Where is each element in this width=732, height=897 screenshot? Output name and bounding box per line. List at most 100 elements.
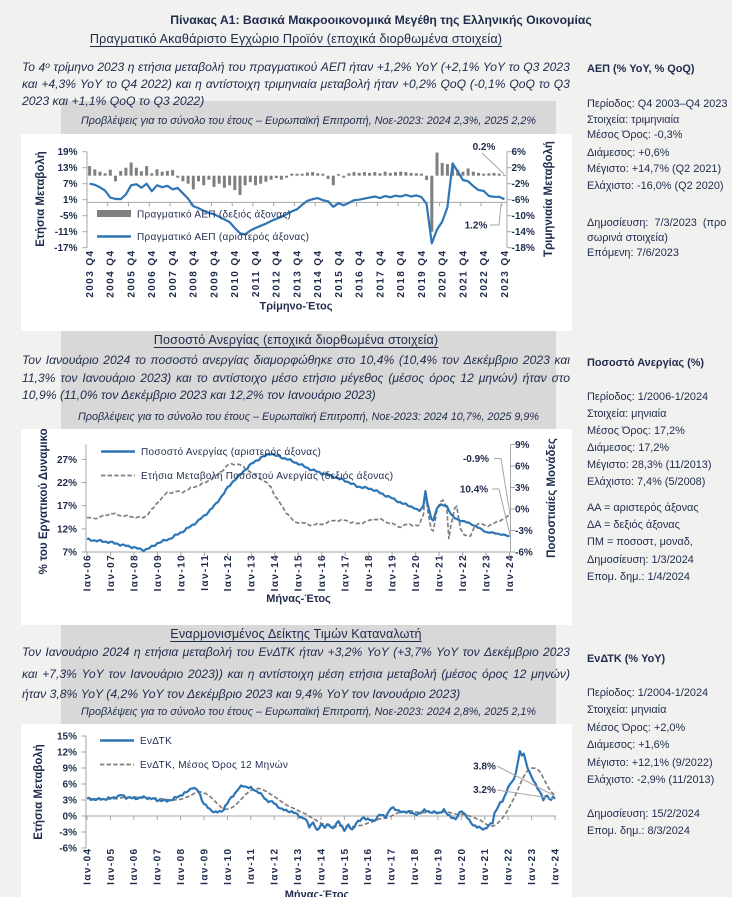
svg-text:22%: 22% bbox=[57, 478, 77, 489]
svg-text:Ιαν-24: Ιαν-24 bbox=[505, 554, 516, 591]
svg-text:Ιαν-22: Ιαν-22 bbox=[504, 848, 515, 885]
svg-text:2020 Q4: 2020 Q4 bbox=[438, 249, 449, 297]
svg-text:2014 Q4: 2014 Q4 bbox=[313, 250, 324, 298]
svg-text:Ιαν-16: Ιαν-16 bbox=[363, 848, 374, 885]
svg-text:10.4%: 10.4% bbox=[460, 485, 488, 496]
svg-text:2019 Q4: 2019 Q4 bbox=[417, 250, 428, 298]
svg-text:2003 Q4: 2003 Q4 bbox=[85, 249, 96, 297]
svg-text:2005 Q4: 2005 Q4 bbox=[126, 249, 137, 297]
svg-text:6%: 6% bbox=[515, 462, 530, 473]
svg-text:Ιαν-14: Ιαν-14 bbox=[270, 554, 281, 591]
svg-text:7%: 7% bbox=[63, 179, 78, 190]
svg-text:Μήνας-Έτος: Μήνας-Έτος bbox=[285, 889, 350, 897]
svg-text:12%: 12% bbox=[57, 748, 77, 759]
svg-text:2009 Q4: 2009 Q4 bbox=[209, 250, 220, 298]
svg-text:Ιαν-16: Ιαν-16 bbox=[317, 554, 328, 591]
svg-text:Ιαν-20: Ιαν-20 bbox=[457, 848, 468, 885]
svg-text:-0.9%: -0.9% bbox=[463, 454, 489, 465]
svg-text:2004 Q4: 2004 Q4 bbox=[106, 250, 117, 298]
svg-text:9%: 9% bbox=[515, 440, 530, 451]
svg-text:17%: 17% bbox=[57, 501, 77, 512]
svg-text:Ποσοστό Ανεργίας (αριστερός άξ: Ποσοστό Ανεργίας (αριστερός άξονας) bbox=[141, 446, 321, 458]
svg-text:2013 Q4: 2013 Q4 bbox=[292, 250, 303, 298]
svg-text:Ιαν-12: Ιαν-12 bbox=[270, 847, 281, 884]
svg-text:Ιαν-19: Ιαν-19 bbox=[388, 554, 399, 591]
svg-text:6%: 6% bbox=[63, 780, 78, 791]
svg-text:2022 Q4: 2022 Q4 bbox=[479, 249, 490, 297]
svg-text:Ιαν-10: Ιαν-10 bbox=[176, 554, 187, 591]
svg-text:-14%: -14% bbox=[512, 227, 535, 238]
svg-text:Ιαν-06: Ιαν-06 bbox=[82, 554, 93, 591]
svg-text:13%: 13% bbox=[57, 163, 77, 174]
svg-text:% του Εργατικού Δυναμικού: % του Εργατικού Δυναμικού bbox=[38, 429, 50, 574]
svg-text:2021 Q4: 2021 Q4 bbox=[458, 250, 469, 298]
svg-text:-2%: -2% bbox=[512, 179, 530, 190]
svg-text:6%: 6% bbox=[512, 147, 527, 158]
svg-text:Ιαν-24: Ιαν-24 bbox=[550, 848, 561, 885]
svg-text:Ιαν-18: Ιαν-18 bbox=[364, 554, 375, 591]
svg-text:9%: 9% bbox=[63, 764, 78, 775]
svg-text:2017 Q4: 2017 Q4 bbox=[375, 249, 386, 297]
svg-text:3%: 3% bbox=[63, 796, 78, 807]
svg-text:19%: 19% bbox=[57, 147, 77, 158]
svg-text:2018 Q4: 2018 Q4 bbox=[396, 250, 407, 298]
svg-text:1.2%: 1.2% bbox=[465, 221, 488, 232]
svg-text:-11%: -11% bbox=[55, 227, 78, 238]
svg-text:2006 Q4: 2006 Q4 bbox=[147, 250, 158, 298]
svg-text:Ιαν-05: Ιαν-05 bbox=[106, 847, 117, 884]
svg-text:0%: 0% bbox=[515, 505, 530, 516]
svg-text:Ιαν-13: Ιαν-13 bbox=[247, 554, 258, 591]
svg-text:Ιαν-17: Ιαν-17 bbox=[387, 848, 398, 885]
svg-text:Ιαν-11: Ιαν-11 bbox=[246, 847, 257, 884]
svg-text:-10%: -10% bbox=[512, 211, 535, 222]
svg-text:7%: 7% bbox=[63, 548, 78, 559]
svg-text:2008 Q4: 2008 Q4 bbox=[189, 249, 200, 297]
svg-text:Ιαν-09: Ιαν-09 bbox=[199, 847, 210, 884]
svg-text:-5%: -5% bbox=[60, 211, 78, 222]
svg-text:2012 Q4: 2012 Q4 bbox=[272, 249, 283, 297]
svg-text:Ετήσια Μεταβολή: Ετήσια Μεταβολή bbox=[33, 744, 45, 840]
svg-text:2%: 2% bbox=[512, 163, 527, 174]
svg-text:-6%: -6% bbox=[512, 195, 530, 206]
svg-text:0%: 0% bbox=[63, 812, 78, 823]
svg-text:Ιαν-23: Ιαν-23 bbox=[481, 554, 492, 591]
svg-text:Ιαν-04: Ιαν-04 bbox=[82, 847, 93, 884]
svg-text:-6%: -6% bbox=[59, 844, 77, 855]
svg-text:3.2%: 3.2% bbox=[473, 785, 496, 796]
svg-text:2011 Q4: 2011 Q4 bbox=[251, 250, 262, 298]
svg-text:Μήνας-Έτος: Μήνας-Έτος bbox=[266, 593, 331, 605]
svg-text:ΕνΔΤΚ, Μέσος Όρος 12 Μηνών: ΕνΔΤΚ, Μέσος Όρος 12 Μηνών bbox=[140, 759, 288, 771]
svg-text:-3%: -3% bbox=[515, 526, 533, 537]
svg-text:Ιαν-17: Ιαν-17 bbox=[341, 554, 352, 591]
svg-text:0.2%: 0.2% bbox=[473, 142, 496, 153]
svg-text:Πραγματικό ΑΕΠ (αριστερός άξον: Πραγματικό ΑΕΠ (αριστερός άξονας) bbox=[137, 231, 309, 243]
svg-text:Πραγματικό ΑΕΠ (δεξιός άξονας): Πραγματικό ΑΕΠ (δεξιός άξονας) bbox=[137, 209, 291, 221]
svg-text:Ιαν-23: Ιαν-23 bbox=[527, 848, 538, 885]
svg-text:Ιαν-10: Ιαν-10 bbox=[223, 847, 234, 884]
svg-text:2016 Q4: 2016 Q4 bbox=[355, 250, 366, 298]
svg-text:Ιαν-08: Ιαν-08 bbox=[176, 847, 187, 884]
svg-text:Ετήσια Μεταβολή Ποσοστού Ανεργ: Ετήσια Μεταβολή Ποσοστού Ανεργίας (δεξιό… bbox=[141, 470, 393, 482]
svg-text:Τρίμηνο-Έτος: Τρίμηνο-Έτος bbox=[260, 301, 333, 313]
svg-text:2007 Q4: 2007 Q4 bbox=[168, 249, 179, 297]
svg-text:3%: 3% bbox=[515, 483, 530, 494]
svg-text:-6%: -6% bbox=[515, 548, 533, 559]
svg-text:Ιαν-21: Ιαν-21 bbox=[480, 848, 491, 885]
svg-text:-17%: -17% bbox=[54, 243, 77, 254]
svg-text:ΕνΔΤΚ: ΕνΔΤΚ bbox=[140, 736, 172, 747]
svg-text:Ιαν-09: Ιαν-09 bbox=[153, 554, 164, 591]
svg-text:Ιαν-07: Ιαν-07 bbox=[106, 554, 117, 591]
svg-text:1%: 1% bbox=[63, 195, 78, 206]
svg-text:12%: 12% bbox=[57, 524, 77, 535]
svg-text:2015 Q4: 2015 Q4 bbox=[334, 249, 345, 297]
svg-text:Ιαν-06: Ιαν-06 bbox=[129, 847, 140, 884]
svg-text:Ιαν-07: Ιαν-07 bbox=[153, 847, 164, 884]
svg-text:15%: 15% bbox=[57, 732, 77, 743]
svg-text:-18%: -18% bbox=[512, 243, 535, 254]
svg-text:-3%: -3% bbox=[59, 828, 77, 839]
svg-text:Ιαν-22: Ιαν-22 bbox=[458, 554, 469, 591]
svg-text:Ιαν-11: Ιαν-11 bbox=[200, 554, 211, 591]
svg-text:Τριμηνιαία Μεταβολή: Τριμηνιαία Μεταβολή bbox=[543, 141, 555, 257]
svg-text:Ιαν-08: Ιαν-08 bbox=[129, 554, 140, 591]
svg-text:Ιαν-19: Ιαν-19 bbox=[433, 848, 444, 885]
